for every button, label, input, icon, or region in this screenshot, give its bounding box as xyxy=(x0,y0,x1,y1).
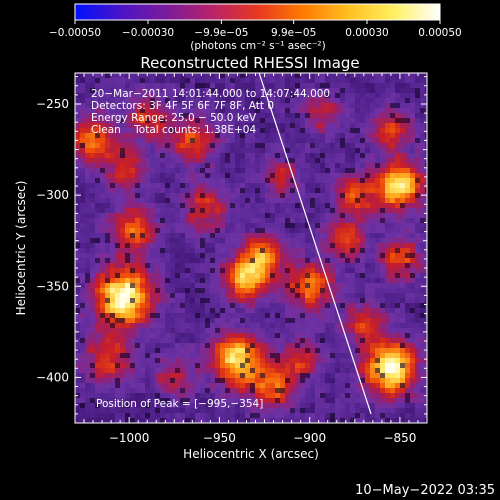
annotation-block: 20−Mar−2011 14:01:44.000 to 14:07:44.000… xyxy=(91,88,330,410)
x-axis: −1000 −950 −900 −850 xyxy=(83,73,428,445)
x-tick-label: −900 xyxy=(293,431,326,445)
y-tick-label: −300 xyxy=(36,188,69,202)
y-tick-label: −400 xyxy=(36,370,69,384)
colorbar-tick-label: 0.00050 xyxy=(418,27,461,39)
x-tick-label: −950 xyxy=(203,431,236,445)
y-axis: −250 −300 −350 −400 xyxy=(36,76,427,415)
x-tick-label: −1000 xyxy=(109,431,150,445)
colorbar-bar xyxy=(74,3,441,21)
annotation-energy-range: Energy Range: 25.0 − 50.0 keV xyxy=(91,112,257,124)
colorbar-unit-label: (photons cm⁻² s⁻¹ asec⁻²) xyxy=(190,40,325,52)
y-tick-label: −250 xyxy=(36,97,69,111)
x-axis-label: Heliocentric X (arcsec) xyxy=(183,447,319,461)
peak-position-label: Position of Peak = [−995,−354] xyxy=(96,398,263,410)
colorbar-ticks: −0.00050 −0.00030 −9.9e−05 9.9e−05 0.00030 0.… xyxy=(49,20,462,39)
y-tick-label: −350 xyxy=(36,279,69,293)
y-axis-label: Heliocentric Y (arcsec) xyxy=(14,181,28,316)
annotation-clean-counts: Clean Total counts: 1.38E+04 xyxy=(91,124,256,136)
chart-title: Reconstructed RHESSI Image xyxy=(140,54,359,72)
footer-date: 10−May−2022 03:35 xyxy=(355,483,495,498)
colorbar-tick-label: −0.00030 xyxy=(122,27,174,39)
plot-area xyxy=(74,72,428,424)
annotation-time-range: 20−Mar−2011 14:01:44.000 to 14:07:44.000 xyxy=(91,88,330,100)
colorbar-tick-label: −0.00050 xyxy=(49,27,101,39)
colorbar-tick-label: 0.00030 xyxy=(345,27,388,39)
annotation-detectors: Detectors: 3F 4F 5F 6F 7F 8F, Att 0 xyxy=(91,100,274,112)
colorbar-tick-label: 9.9e−05 xyxy=(271,27,316,39)
x-tick-label: −850 xyxy=(383,431,416,445)
colorbar-tick-label: −9.9e−05 xyxy=(194,27,248,39)
colorbar: −0.00050 −0.00030 −9.9e−05 9.9e−05 0.00030 0.… xyxy=(49,3,462,52)
plot-frame xyxy=(74,72,428,424)
solar-limb-line xyxy=(258,73,372,415)
